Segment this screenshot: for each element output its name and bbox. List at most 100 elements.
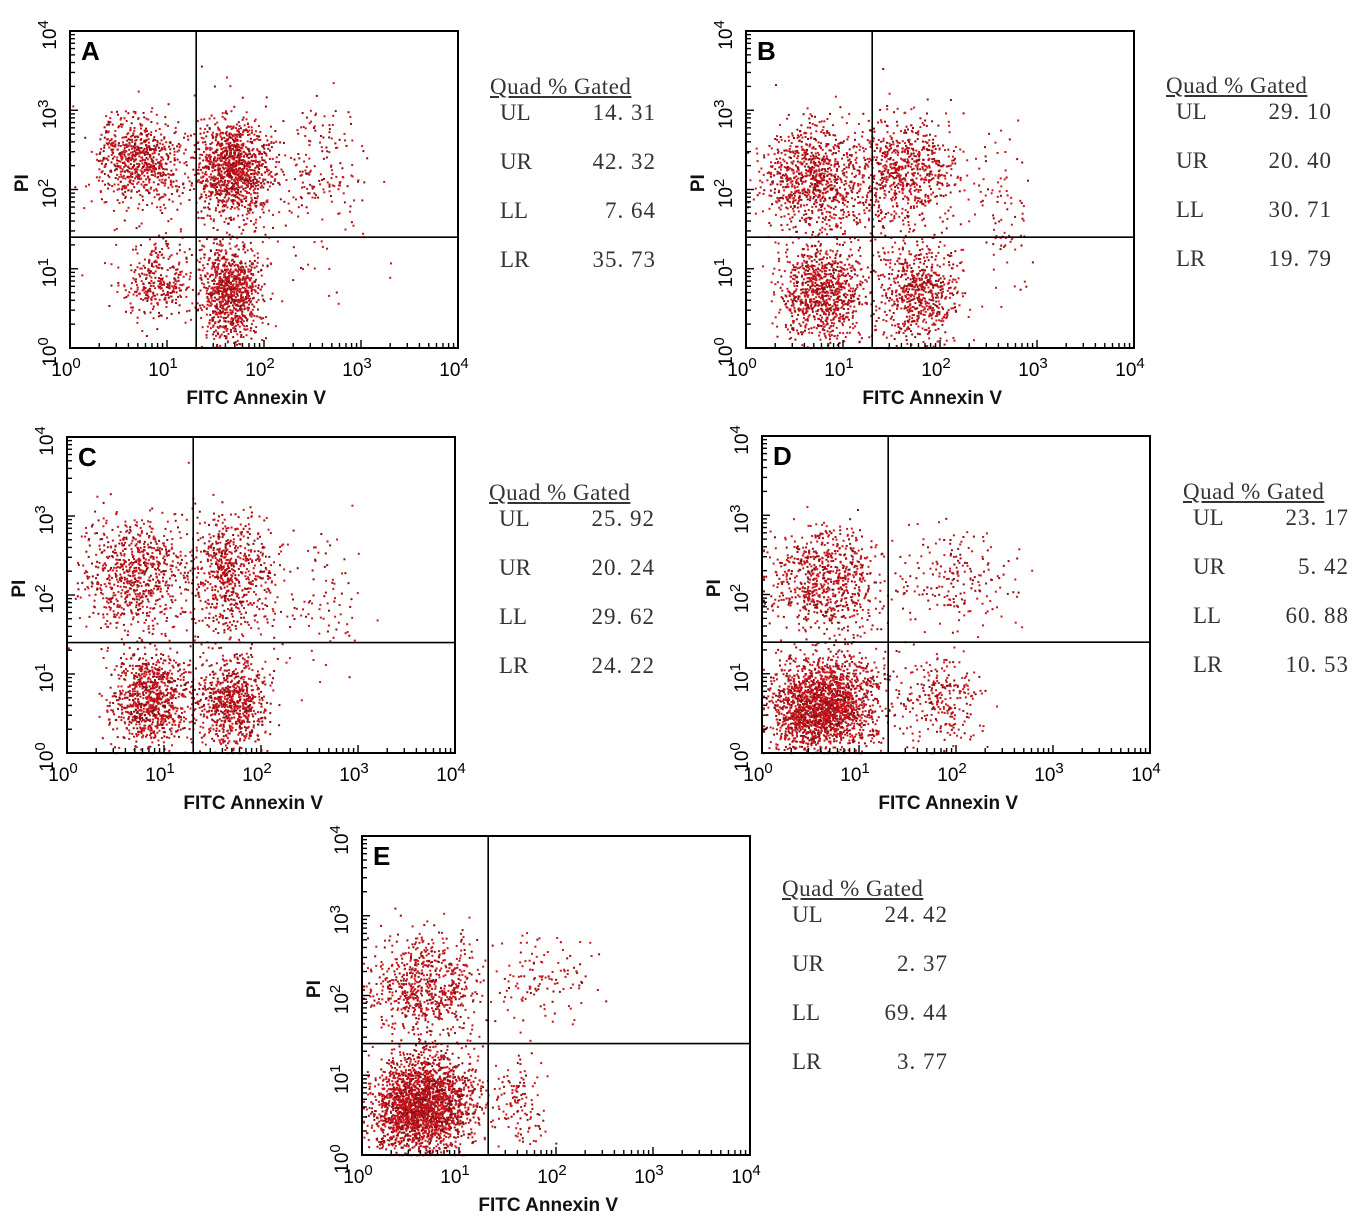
data-point [203, 190, 206, 193]
data-point [272, 213, 274, 216]
data-point [132, 277, 135, 280]
data-point [108, 305, 111, 307]
data-point [237, 317, 240, 320]
data-point [225, 288, 228, 291]
data-point [805, 172, 808, 175]
data-point [810, 210, 813, 213]
data-point [169, 152, 172, 155]
data-point [115, 227, 118, 230]
data-point [257, 286, 260, 289]
data-point [795, 189, 798, 192]
data-point [74, 186, 77, 189]
data-point [167, 103, 170, 106]
data-point [937, 164, 940, 167]
data-point [123, 149, 126, 152]
data-point [97, 160, 100, 163]
data-point [177, 295, 180, 298]
data-point [913, 199, 916, 202]
data-point [253, 259, 256, 262]
data-point [110, 284, 113, 287]
data-point [205, 157, 208, 160]
data-point [797, 210, 800, 213]
data-point [305, 206, 308, 209]
data-point [879, 220, 882, 223]
data-point [211, 316, 214, 319]
data-point [256, 149, 259, 152]
data-point [255, 265, 258, 268]
data-point [112, 141, 115, 144]
data-point [240, 198, 243, 201]
data-point [246, 207, 249, 210]
data-point [199, 132, 202, 135]
data-point [820, 169, 823, 172]
data-point [838, 186, 841, 189]
data-point [250, 323, 253, 326]
data-point [876, 147, 878, 150]
data-point [138, 262, 141, 265]
data-point [154, 276, 157, 279]
data-point [220, 295, 223, 298]
data-point [820, 206, 823, 209]
data-point [262, 205, 265, 208]
data-point [218, 173, 221, 175]
data-point [227, 300, 230, 303]
data-point [238, 291, 241, 294]
data-point [205, 196, 208, 199]
data-point [880, 140, 883, 143]
data-point [160, 162, 163, 165]
data-point [183, 162, 186, 165]
data-point [131, 138, 134, 141]
data-point [220, 145, 222, 148]
data-point [109, 121, 112, 124]
data-point [256, 164, 259, 167]
data-point [916, 205, 918, 208]
y-tick-label: 102 [35, 179, 61, 208]
data-point [826, 204, 829, 207]
data-point [243, 325, 246, 328]
data-point [169, 292, 172, 294]
data-point [215, 133, 218, 135]
data-point [248, 303, 250, 306]
data-point [895, 120, 898, 123]
data-point [801, 153, 804, 156]
data-point [237, 177, 240, 180]
data-point [841, 197, 844, 200]
data-point [200, 210, 203, 213]
data-point [232, 169, 235, 171]
data-point [255, 172, 258, 175]
data-point [148, 281, 150, 284]
data-point [924, 134, 927, 137]
data-point [918, 150, 920, 153]
data-point [235, 127, 237, 130]
data-point [788, 194, 790, 197]
data-point [145, 293, 148, 296]
data-point [216, 270, 219, 273]
data-point [275, 156, 278, 159]
data-point [305, 116, 308, 119]
data-point [914, 182, 917, 185]
data-point [233, 255, 236, 257]
data-point [882, 180, 885, 183]
data-point [240, 297, 243, 300]
data-point [843, 168, 846, 170]
data-point [224, 159, 227, 162]
data-point [886, 178, 889, 181]
data-point [906, 150, 909, 152]
data-point [233, 187, 236, 190]
data-point [828, 205, 831, 208]
data-point [146, 168, 149, 171]
data-point [797, 237, 800, 240]
data-point [261, 321, 264, 324]
data-point [125, 209, 128, 212]
data-point [135, 245, 138, 248]
data-point [211, 141, 214, 144]
data-point [229, 247, 232, 250]
data-point [231, 288, 234, 291]
data-point [208, 293, 210, 295]
data-point [262, 186, 265, 189]
data-point [221, 163, 224, 166]
data-point [250, 126, 253, 129]
data-point [224, 167, 227, 169]
data-point [230, 301, 232, 304]
data-point [274, 325, 277, 328]
